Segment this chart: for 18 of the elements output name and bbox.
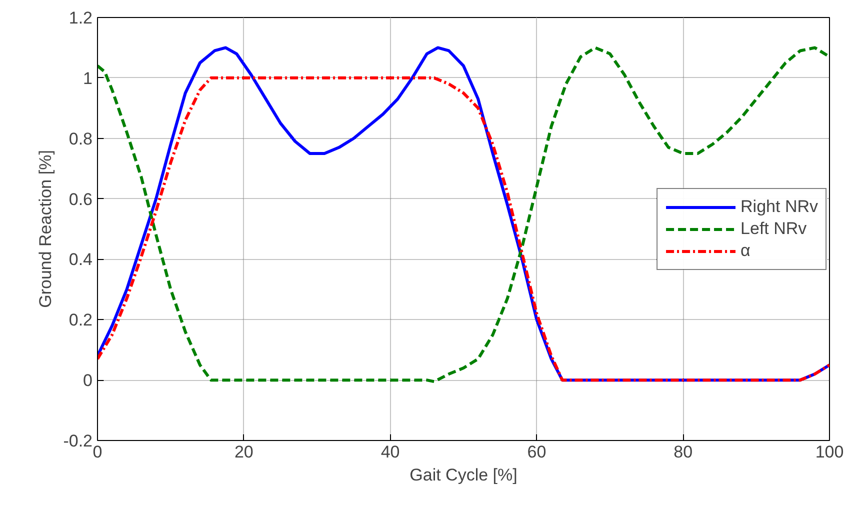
y-axis-title: Ground Reaction [%] <box>36 150 56 308</box>
legend-label: Right NRv <box>740 196 818 216</box>
y-tick-label: 0 <box>83 371 93 390</box>
legend-label: Left NRv <box>740 218 807 238</box>
y-tick-label: 0.4 <box>68 250 93 270</box>
x-tick-label: 80 <box>674 442 693 462</box>
y-tick-label: 0.8 <box>68 129 93 148</box>
y-tick-label: -0.2 <box>63 432 93 450</box>
y-tick-label: 0.6 <box>68 190 93 209</box>
x-tick-label: 40 <box>380 442 400 462</box>
y-tick-label: 1 <box>83 68 93 88</box>
legend-label: α <box>740 240 752 260</box>
y-tick-label: 1.2 <box>68 8 93 28</box>
x-axis-title: Gait Cycle [%] <box>410 466 518 484</box>
y-tick-label: 0.2 <box>68 310 93 330</box>
x-tick-label: 60 <box>527 442 546 462</box>
x-tick-label: 100 <box>815 442 844 462</box>
x-tick-label: 20 <box>234 442 254 462</box>
